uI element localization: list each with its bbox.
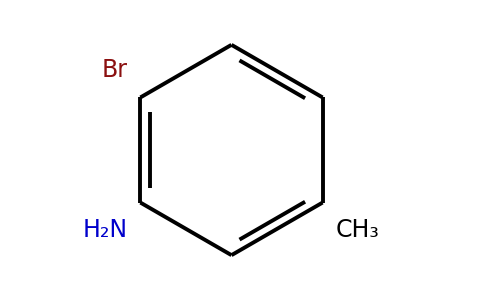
Text: CH₃: CH₃ (335, 218, 379, 242)
Text: Br: Br (102, 58, 128, 82)
Text: H₂N: H₂N (83, 218, 128, 242)
